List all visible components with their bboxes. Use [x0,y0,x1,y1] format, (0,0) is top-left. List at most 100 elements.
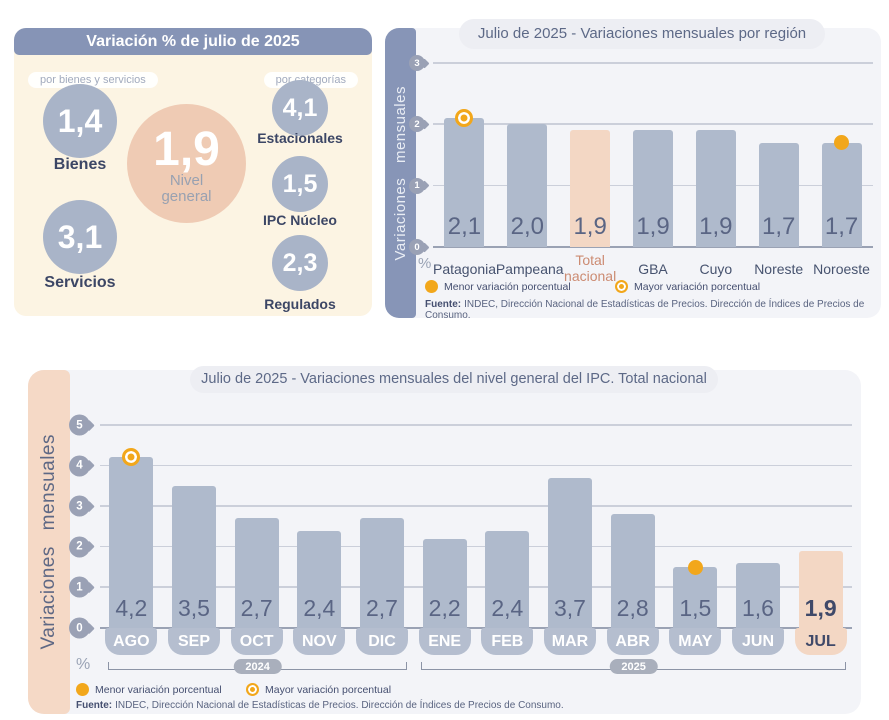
year-pill-2025: 2025 [609,659,658,674]
bar-value-label-MAR: 3,7 [554,595,586,621]
region-legend-min: Menor variación porcentual [425,280,571,293]
monthly-source-label: Fuente: [76,700,113,711]
monthly-chart-panel: Variaciones mensuales Julio de 2025 - Va… [28,366,861,714]
monthly-year-brackets: 2024 2025 [100,658,852,674]
servicios-label: Servicios [44,274,116,291]
region-x-axis-labels: Patagonia Pampeana Total nacional GBA Cuyo No… [433,252,873,290]
nivel-general-value: 1,9 [153,122,220,176]
bienes-label: Bienes [53,156,107,173]
servicios-value: 3,1 [57,218,103,255]
summary-panel: Variación % de julio de 2025 por bienes … [14,28,372,316]
bar-Noreste: 1,7 [758,142,799,247]
monthly-chart-title: Julio de 2025 - Variaciones mensuales de… [190,366,718,393]
y-tick-0: 0 [409,239,425,255]
regulados-label: Regulados [264,296,336,312]
servicios-bubble: 3,1 [43,200,117,274]
x-label-Cuyo: Cuyo [699,261,733,277]
region-legend-max-label: Mayor variación porcentual [634,280,761,293]
gridline-0 [100,627,852,629]
x-label-SEP: SEP [168,628,220,655]
nivel-label-line1: Nivel [169,171,204,189]
x-label-DIC: DIC [356,628,408,655]
gridline-3 [433,62,873,64]
min-marker-icon [687,559,703,575]
nivel-general-bubble: 1,9 Nivel general [127,104,246,223]
x-label-JUL: JUL [794,628,847,655]
ipc-nucleo-label: IPC Núcleo [263,212,337,228]
gridline-1 [100,586,852,588]
y-tick-1: 1 [69,576,90,598]
region-legend-min-label: Menor variación porcentual [444,280,571,293]
bar-FEB: 2,4 [485,530,530,628]
min-marker-icon [834,135,850,151]
region-y-axis-label: Variaciones mensuales [392,85,409,261]
estacionales-bubble: 4,1 [272,80,328,136]
bar-value-label-Pampeana: 2,0 [510,213,544,240]
region-y-axis-band: Variaciones mensuales [385,28,416,318]
bar-value-label-Patagonia: 2,1 [447,213,482,240]
region-chart-plot: 0 1 2 3 2,1 2,0 1,9 1,9 1,9 1,7 1,7 [409,55,873,255]
region-source-note: Fuente: INDEC, Dirección Nacional de Esta… [425,299,881,321]
y-tick-3: 3 [409,55,425,71]
monthly-source-text: INDEC, Dirección Nacional de Estadística… [115,700,564,711]
bar-GBA: 1,9 [633,130,673,247]
x-label-Noroeste: Noroeste [813,261,870,277]
ipc-nucleo-value: 1,5 [282,169,318,198]
bar-value-label-JUL: 1,9 [804,595,837,621]
bar-DIC: 2,7 [360,518,404,628]
x-label-Total nacional: Total nacional [564,252,617,285]
region-chart-title: Julio de 2025 - Variaciones mensuales po… [459,19,825,49]
bar-value-label-ENE: 2,2 [428,595,461,621]
bar-Pampeana: 2,0 [507,124,548,247]
x-label-GBA: GBA [638,261,668,277]
bar-value-label-MAY: 1,5 [679,595,712,621]
x-label-NOV: NOV [293,628,346,655]
monthly-y-axis-band: Variaciones mensuales [28,370,70,714]
region-percent-sign: % [418,255,432,272]
bar-value-label-JUN: 1,6 [742,595,774,621]
year-pill-2024: 2024 [233,659,282,674]
ipc-nucleo-bubble: 1,5 [272,156,328,212]
bar-Cuyo: 1,9 [695,130,736,247]
max-marker-legend-icon [246,683,259,696]
x-label-FEB: FEB [481,628,534,655]
gridline-4 [100,464,852,467]
monthly-x-axis-labels: AGO SEP OCT NOV DIC ENE FEB MAR ABR MAY JUN JUL [100,628,852,658]
y-tick-2: 2 [409,116,425,133]
min-marker-legend-icon [76,683,89,696]
bar-value-label-Cuyo: 1,9 [699,213,733,240]
x-label-ABR: ABR [606,628,659,655]
gridline-0 [433,246,873,248]
region-source-label: Fuente: [425,299,462,310]
monthly-source-note: Fuente: INDEC, Dirección Nacional de Esta… [76,700,564,711]
estacionales-label: Estacionales [257,130,343,146]
x-label-MAY: MAY [669,628,722,655]
max-marker-legend-icon [615,280,628,293]
bar-Patagonia: 2,1 [444,118,485,247]
max-marker-icon [455,109,474,128]
y-tick-2: 2 [69,536,90,558]
monthly-legend-min: Menor variación porcentual [76,683,222,696]
bienes-bubble: 1,4 [43,84,117,158]
bar-value-label-Total nacional: 1,9 [573,213,607,240]
monthly-legend-max-label: Mayor variación porcentual [265,683,392,696]
y-tick-4: 4 [69,455,90,477]
tag-por-bienes-y-servicios: por bienes y servicios [28,72,158,88]
x-label-AGO: AGO [105,628,158,655]
summary-panel-title: Variación % de julio de 2025 [14,28,372,55]
monthly-legend-min-label: Menor variación porcentual [95,683,222,696]
bar-value-label-ABR: 2,8 [616,595,649,621]
year-bracket-2025: 2025 [421,659,846,674]
bar-MAY: 1,5 [673,567,718,628]
bar-value-label-Noreste: 1,7 [762,213,796,240]
x-label-JUN: JUN [732,628,784,655]
estacionales-value: 4,1 [282,93,318,122]
monthly-legend-max: Mayor variación porcentual [246,683,391,696]
bar-Total nacional: 1,9 [570,130,611,247]
nivel-label-line2: general [161,188,212,205]
bar-value-label-NOV: 2,4 [303,595,336,621]
region-chart-panel: Variaciones mensuales Julio de 2025 - Va… [385,19,881,321]
bar-value-label-FEB: 2,4 [491,595,524,621]
y-tick-1: 1 [409,177,425,194]
